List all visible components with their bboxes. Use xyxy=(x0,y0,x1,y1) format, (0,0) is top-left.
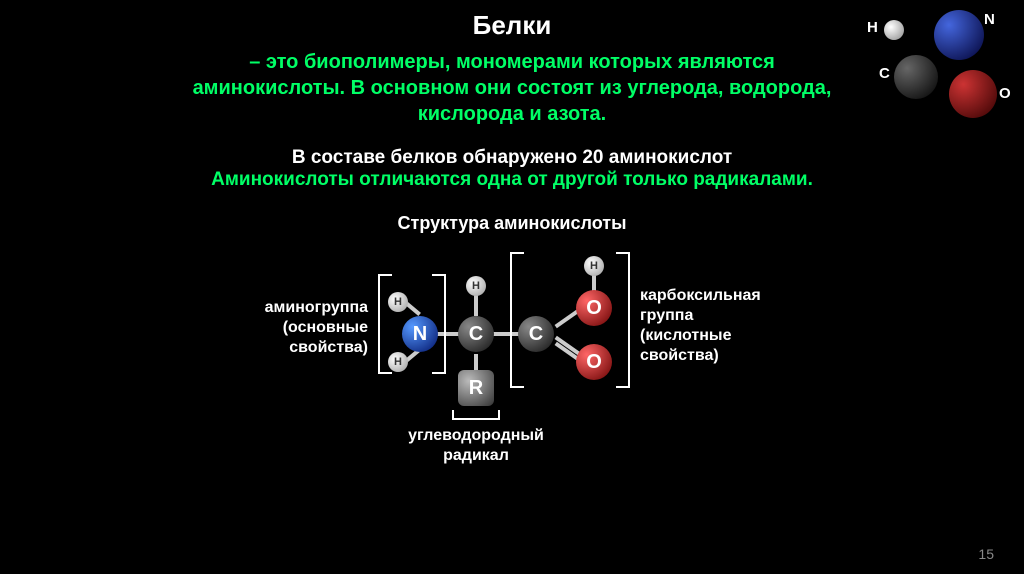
differ-line: Аминокислоты отличаются одна от другой т… xyxy=(0,169,1024,191)
corner-atom-h xyxy=(884,20,904,40)
corner-molecule: N C O H xyxy=(839,5,1019,125)
amino-l1: аминогруппа xyxy=(265,299,368,316)
carboxyl-bracket-l xyxy=(510,252,524,388)
page-number: 15 xyxy=(978,546,994,562)
atom-hydrogen: H xyxy=(466,276,486,296)
carboxyl-l1: карбоксильная xyxy=(640,287,761,304)
radical-l2: радикал xyxy=(443,447,509,464)
atom-hydrogen: H xyxy=(584,256,604,276)
atom-oxygen: O xyxy=(576,344,612,380)
corner-atom-n xyxy=(934,10,984,60)
amino-bracket-r xyxy=(432,274,446,374)
atom-oxygen: O xyxy=(576,290,612,326)
def-line2: аминокислоты. В основном они состоят из … xyxy=(193,77,832,99)
carboxyl-l2: группа xyxy=(640,307,693,324)
radical-bracket xyxy=(452,410,500,420)
amino-l3: свойства) xyxy=(289,339,368,356)
corner-o-label: O xyxy=(999,85,1011,102)
corner-atom-o xyxy=(949,70,997,118)
amino-label: аминогруппа (основные свойства) xyxy=(218,298,368,358)
carboxyl-l3: (кислотные xyxy=(640,327,731,344)
carboxyl-l4: свойства) xyxy=(640,347,719,364)
corner-c-label: C xyxy=(879,65,890,82)
corner-h-label: H xyxy=(867,19,878,36)
atom-carbon: C xyxy=(458,316,494,352)
corner-n-label: N xyxy=(984,11,995,28)
structure-title: Структура аминокислоты xyxy=(0,213,1024,234)
atom-radical: R xyxy=(458,370,494,406)
def-line1: – это биополимеры, мономерами которых яв… xyxy=(249,51,775,73)
composition-line: В составе белков обнаружено 20 аминокисл… xyxy=(0,147,1024,169)
molecule-diagram: H H N H C C O H O R аминогруппа (основны… xyxy=(0,244,1024,464)
def-line3: кислорода и азота. xyxy=(418,103,607,125)
amino-bracket-l xyxy=(378,274,392,374)
amino-l2: (основные xyxy=(283,319,368,336)
corner-atom-c xyxy=(894,55,938,99)
carboxyl-bracket-r xyxy=(616,252,630,388)
radical-l1: углеводородный xyxy=(408,427,544,444)
radical-label: углеводородный радикал xyxy=(396,426,556,466)
bond xyxy=(474,294,478,316)
carboxyl-label: карбоксильная группа (кислотные свойства… xyxy=(640,286,810,366)
